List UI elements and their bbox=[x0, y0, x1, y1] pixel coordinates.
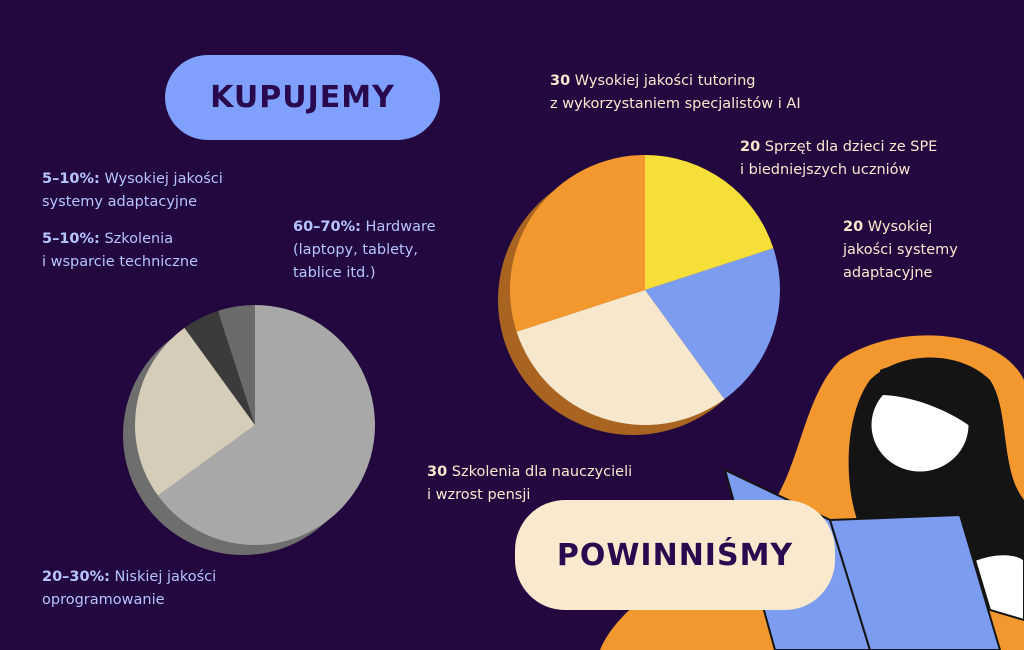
hand bbox=[973, 553, 1024, 622]
slice-label: 20 Wysokiej jakości systemy adaptacyjne bbox=[843, 216, 958, 285]
pie-slice bbox=[645, 248, 780, 400]
value-label: 20–30%: bbox=[42, 569, 110, 585]
slice-label: 5–10%: Szkolenia i wsparcie techniczne bbox=[42, 228, 198, 274]
slice-label: 30 Szkolenia dla nauczycieli i wzrost pe… bbox=[427, 461, 632, 507]
value-label: 30 bbox=[427, 464, 448, 480]
pie-slice bbox=[135, 327, 255, 496]
value-label: 60–70%: bbox=[293, 219, 361, 235]
slice-label: 5–10%: Wysokiej jakości systemy adaptacy… bbox=[42, 168, 223, 214]
illustration bbox=[600, 335, 1024, 650]
category-label: Szkolenia i wsparcie techniczne bbox=[42, 231, 198, 270]
value-label: 5–10%: bbox=[42, 171, 100, 187]
chart-title: KUPUJEMY bbox=[165, 55, 440, 140]
slice-label: 60–70%: Hardware (laptopy, tablety, tabl… bbox=[293, 216, 436, 285]
book-right bbox=[828, 513, 1002, 650]
category-label: Hardware (laptopy, tablety, tablice itd.… bbox=[293, 219, 436, 281]
slice-label: 30 Wysokiej jakości tutoring z wykorzyst… bbox=[550, 70, 801, 116]
slice-label: 20–30%: Niskiej jakości oprogramowanie bbox=[42, 566, 216, 612]
pie-slice bbox=[184, 310, 255, 425]
category-label: Wysokiej jakości tutoring z wykorzystani… bbox=[550, 73, 801, 112]
pie-slice bbox=[509, 155, 645, 332]
slice-label: 20 Sprzęt dla dzieci ze SPE i biedniejsz… bbox=[740, 136, 937, 182]
chart-title: POWINNIŚMY bbox=[515, 500, 835, 610]
pie-slice bbox=[516, 290, 725, 425]
pie-slice bbox=[645, 155, 774, 290]
pie-slice bbox=[157, 305, 375, 545]
category-label: Sprzęt dla dzieci ze SPE i biedniejszych… bbox=[740, 139, 938, 178]
category-label: Niskiej jakości oprogramowanie bbox=[42, 569, 217, 608]
value-label: 30 bbox=[550, 73, 571, 89]
value-label: 20 bbox=[843, 219, 864, 235]
category-label: Wysokiej jakości systemy adaptacyjne bbox=[843, 219, 958, 281]
category-label: Szkolenia dla nauczycieli i wzrost pensj… bbox=[427, 464, 633, 503]
value-label: 20 bbox=[740, 139, 761, 155]
category-label: Wysokiej jakości systemy adaptacyjne bbox=[42, 171, 223, 210]
pie-slice bbox=[217, 305, 255, 425]
value-label: 5–10%: bbox=[42, 231, 100, 247]
fringe bbox=[880, 366, 975, 430]
